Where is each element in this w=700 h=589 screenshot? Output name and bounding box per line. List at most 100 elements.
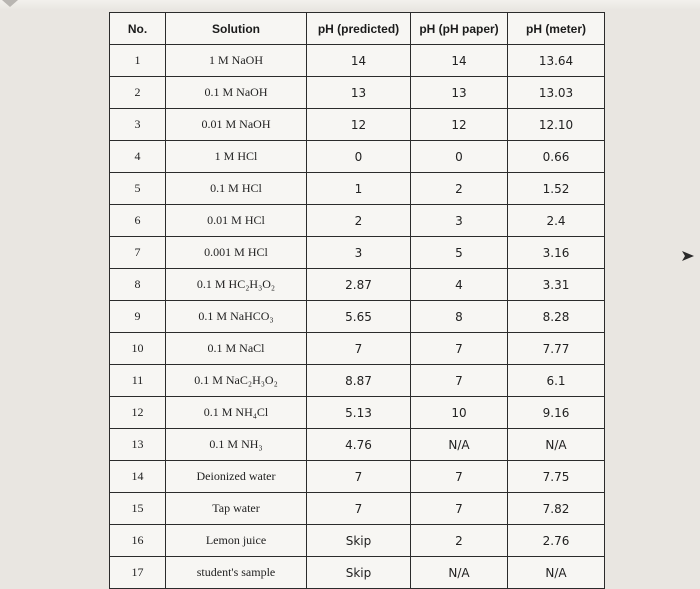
table-row: 17 student's sample Skip N/A N/A — [109, 556, 605, 589]
table-header-row: No. Solution pH (predicted) pH (pH paper… — [109, 12, 605, 45]
cell-solution: 0.1 M NaC₂H₃O₂ — [165, 364, 307, 397]
cell-ph-paper: 7 — [410, 332, 508, 365]
table-row: 11 0.1 M NaC₂H₃O₂ 8.87 7 6.1 — [109, 364, 605, 397]
cell-ph-meter: N/A — [507, 556, 605, 589]
cell-ph-paper: 3 — [410, 204, 508, 237]
page-corner-mark — [2, 0, 18, 7]
table-row: 6 0.01 M HCl 2 3 2.4 — [109, 204, 605, 237]
cell-no: 1 — [109, 44, 166, 77]
cell-ph-meter: 7.82 — [507, 492, 605, 525]
cell-ph-predicted: 7 — [306, 332, 411, 365]
cell-ph-meter: 6.1 — [507, 364, 605, 397]
header-solution: Solution — [165, 12, 307, 45]
table-row: 12 0.1 M NH₄Cl 5.13 10 9.16 — [109, 396, 605, 429]
cell-ph-meter: 1.52 — [507, 172, 605, 205]
table-row: 10 0.1 M NaCl 7 7 7.77 — [109, 332, 605, 365]
cell-ph-predicted: 14 — [306, 44, 411, 77]
table-row: 7 0.001 M HCl 3 5 3.16 — [109, 236, 605, 269]
cell-no: 16 — [109, 524, 166, 557]
cell-ph-predicted: 8.87 — [306, 364, 411, 397]
cell-ph-predicted: 5.13 — [306, 396, 411, 429]
cell-no: 11 — [109, 364, 166, 397]
cell-no: 9 — [109, 300, 166, 333]
cell-ph-predicted: 12 — [306, 108, 411, 141]
cell-ph-meter: 2.4 — [507, 204, 605, 237]
cell-ph-paper: 10 — [410, 396, 508, 429]
cell-ph-paper: 7 — [410, 492, 508, 525]
cell-ph-meter: 13.64 — [507, 44, 605, 77]
cell-solution: 0.1 M NaCl — [165, 332, 307, 365]
cell-solution: Deionized water — [165, 460, 307, 493]
cell-ph-meter: 8.28 — [507, 300, 605, 333]
cell-no: 8 — [109, 268, 166, 301]
cell-ph-meter: 3.16 — [507, 236, 605, 269]
cell-ph-predicted: 4.76 — [306, 428, 411, 461]
cell-ph-paper: 7 — [410, 364, 508, 397]
cell-ph-paper: 2 — [410, 172, 508, 205]
table-row: 3 0.01 M NaOH 12 12 12.10 — [109, 108, 605, 141]
table-row: 13 0.1 M NH₃ 4.76 N/A N/A — [109, 428, 605, 461]
cell-ph-paper: 2 — [410, 524, 508, 557]
table-row: 2 0.1 M NaOH 13 13 13.03 — [109, 76, 605, 109]
header-ph-paper: pH (pH paper) — [410, 12, 508, 45]
cell-solution: 0.1 M NH₄Cl — [165, 396, 307, 429]
table-row: 14 Deionized water 7 7 7.75 — [109, 460, 605, 493]
cell-no: 12 — [109, 396, 166, 429]
cell-solution: Lemon juice — [165, 524, 307, 557]
header-ph-predicted: pH (predicted) — [306, 12, 411, 45]
cell-ph-predicted: Skip — [306, 524, 411, 557]
cell-ph-paper: 0 — [410, 140, 508, 173]
table-row: 9 0.1 M NaHCO₃ 5.65 8 8.28 — [109, 300, 605, 333]
cell-ph-meter: 9.16 — [507, 396, 605, 429]
cell-solution: 1 M NaOH — [165, 44, 307, 77]
cell-no: 3 — [109, 108, 166, 141]
table-row: 8 0.1 M HC₂H₃O₂ 2.87 4 3.31 — [109, 268, 605, 301]
cell-no: 17 — [109, 556, 166, 589]
cell-ph-paper: N/A — [410, 556, 508, 589]
cell-no: 7 — [109, 236, 166, 269]
header-no: No. — [109, 12, 166, 45]
cell-solution: student's sample — [165, 556, 307, 589]
cell-ph-predicted: 13 — [306, 76, 411, 109]
cell-solution: 0.1 M NH₃ — [165, 428, 307, 461]
cell-solution: 0.1 M HC₂H₃O₂ — [165, 268, 307, 301]
cell-ph-predicted: 7 — [306, 492, 411, 525]
cell-ph-meter: N/A — [507, 428, 605, 461]
cell-no: 15 — [109, 492, 166, 525]
cell-solution: 0.01 M HCl — [165, 204, 307, 237]
table-row: 16 Lemon juice Skip 2 2.76 — [109, 524, 605, 557]
header-ph-meter: pH (meter) — [507, 12, 605, 45]
cell-no: 5 — [109, 172, 166, 205]
cell-ph-predicted: 5.65 — [306, 300, 411, 333]
cell-ph-meter: 7.75 — [507, 460, 605, 493]
cell-ph-paper: N/A — [410, 428, 508, 461]
cell-ph-meter: 0.66 — [507, 140, 605, 173]
cell-ph-meter: 7.77 — [507, 332, 605, 365]
cell-solution: 0.01 M NaOH — [165, 108, 307, 141]
cell-no: 4 — [109, 140, 166, 173]
cell-ph-paper: 13 — [410, 76, 508, 109]
cell-no: 2 — [109, 76, 166, 109]
cell-ph-paper: 8 — [410, 300, 508, 333]
cell-ph-meter: 13.03 — [507, 76, 605, 109]
cell-no: 6 — [109, 204, 166, 237]
table-row: 5 0.1 M HCl 1 2 1.52 — [109, 172, 605, 205]
cell-solution: Tap water — [165, 492, 307, 525]
cell-solution: 0.1 M NaOH — [165, 76, 307, 109]
page-top-edge — [0, 0, 700, 10]
cell-no: 13 — [109, 428, 166, 461]
cell-solution: 0.1 M HCl — [165, 172, 307, 205]
cell-no: 14 — [109, 460, 166, 493]
table-row: 15 Tap water 7 7 7.82 — [109, 492, 605, 525]
cell-ph-predicted: 3 — [306, 236, 411, 269]
cell-ph-predicted: 1 — [306, 172, 411, 205]
cell-ph-meter: 3.31 — [507, 268, 605, 301]
cell-ph-predicted: Skip — [306, 556, 411, 589]
cell-ph-paper: 5 — [410, 236, 508, 269]
cell-ph-predicted: 2 — [306, 204, 411, 237]
cell-ph-predicted: 7 — [306, 460, 411, 493]
cell-solution: 0.1 M NaHCO₃ — [165, 300, 307, 333]
